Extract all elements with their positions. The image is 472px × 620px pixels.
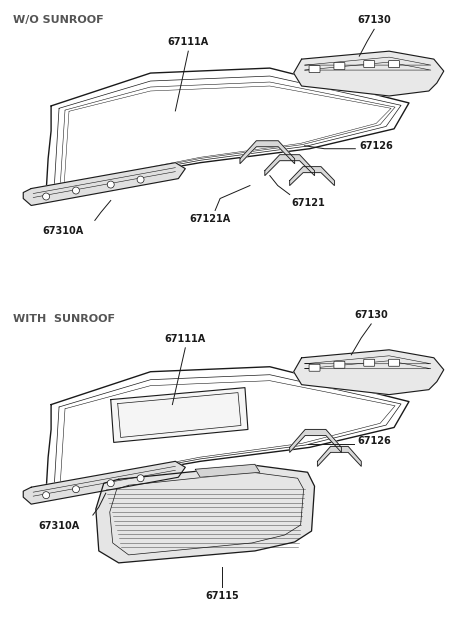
Text: 67310A: 67310A [42, 226, 84, 236]
Text: 67111A: 67111A [168, 37, 209, 47]
FancyBboxPatch shape [334, 63, 345, 69]
Circle shape [73, 187, 79, 194]
Text: 67130: 67130 [357, 16, 391, 25]
Text: 67310A: 67310A [38, 521, 80, 531]
Polygon shape [318, 446, 361, 466]
FancyBboxPatch shape [364, 359, 375, 366]
Text: 67111A: 67111A [165, 334, 206, 344]
FancyBboxPatch shape [334, 361, 345, 368]
Polygon shape [23, 162, 185, 205]
Text: 67126: 67126 [359, 141, 393, 151]
Polygon shape [265, 155, 314, 175]
Polygon shape [46, 367, 409, 491]
Polygon shape [111, 388, 248, 443]
Circle shape [73, 485, 79, 493]
Polygon shape [290, 167, 335, 185]
Circle shape [137, 176, 144, 183]
Circle shape [42, 193, 50, 200]
FancyBboxPatch shape [364, 61, 375, 68]
Text: W/O SUNROOF: W/O SUNROOF [13, 16, 104, 25]
Polygon shape [96, 465, 314, 563]
Polygon shape [290, 430, 341, 453]
FancyBboxPatch shape [388, 61, 399, 68]
Text: 67130: 67130 [354, 310, 388, 320]
Text: WITH  SUNROOF: WITH SUNROOF [13, 314, 115, 324]
Text: 67115: 67115 [205, 591, 239, 601]
Polygon shape [240, 141, 295, 164]
Polygon shape [195, 464, 260, 477]
Circle shape [107, 181, 114, 188]
Polygon shape [294, 51, 444, 96]
Circle shape [107, 480, 114, 487]
Text: 67126: 67126 [357, 436, 391, 446]
Polygon shape [23, 461, 185, 504]
FancyBboxPatch shape [309, 66, 320, 73]
Circle shape [137, 475, 144, 482]
Polygon shape [294, 350, 444, 394]
FancyBboxPatch shape [309, 365, 320, 371]
Polygon shape [46, 68, 409, 193]
Text: 67121A: 67121A [190, 215, 231, 224]
FancyBboxPatch shape [388, 359, 399, 366]
Circle shape [42, 492, 50, 498]
Text: 67121: 67121 [292, 198, 325, 208]
